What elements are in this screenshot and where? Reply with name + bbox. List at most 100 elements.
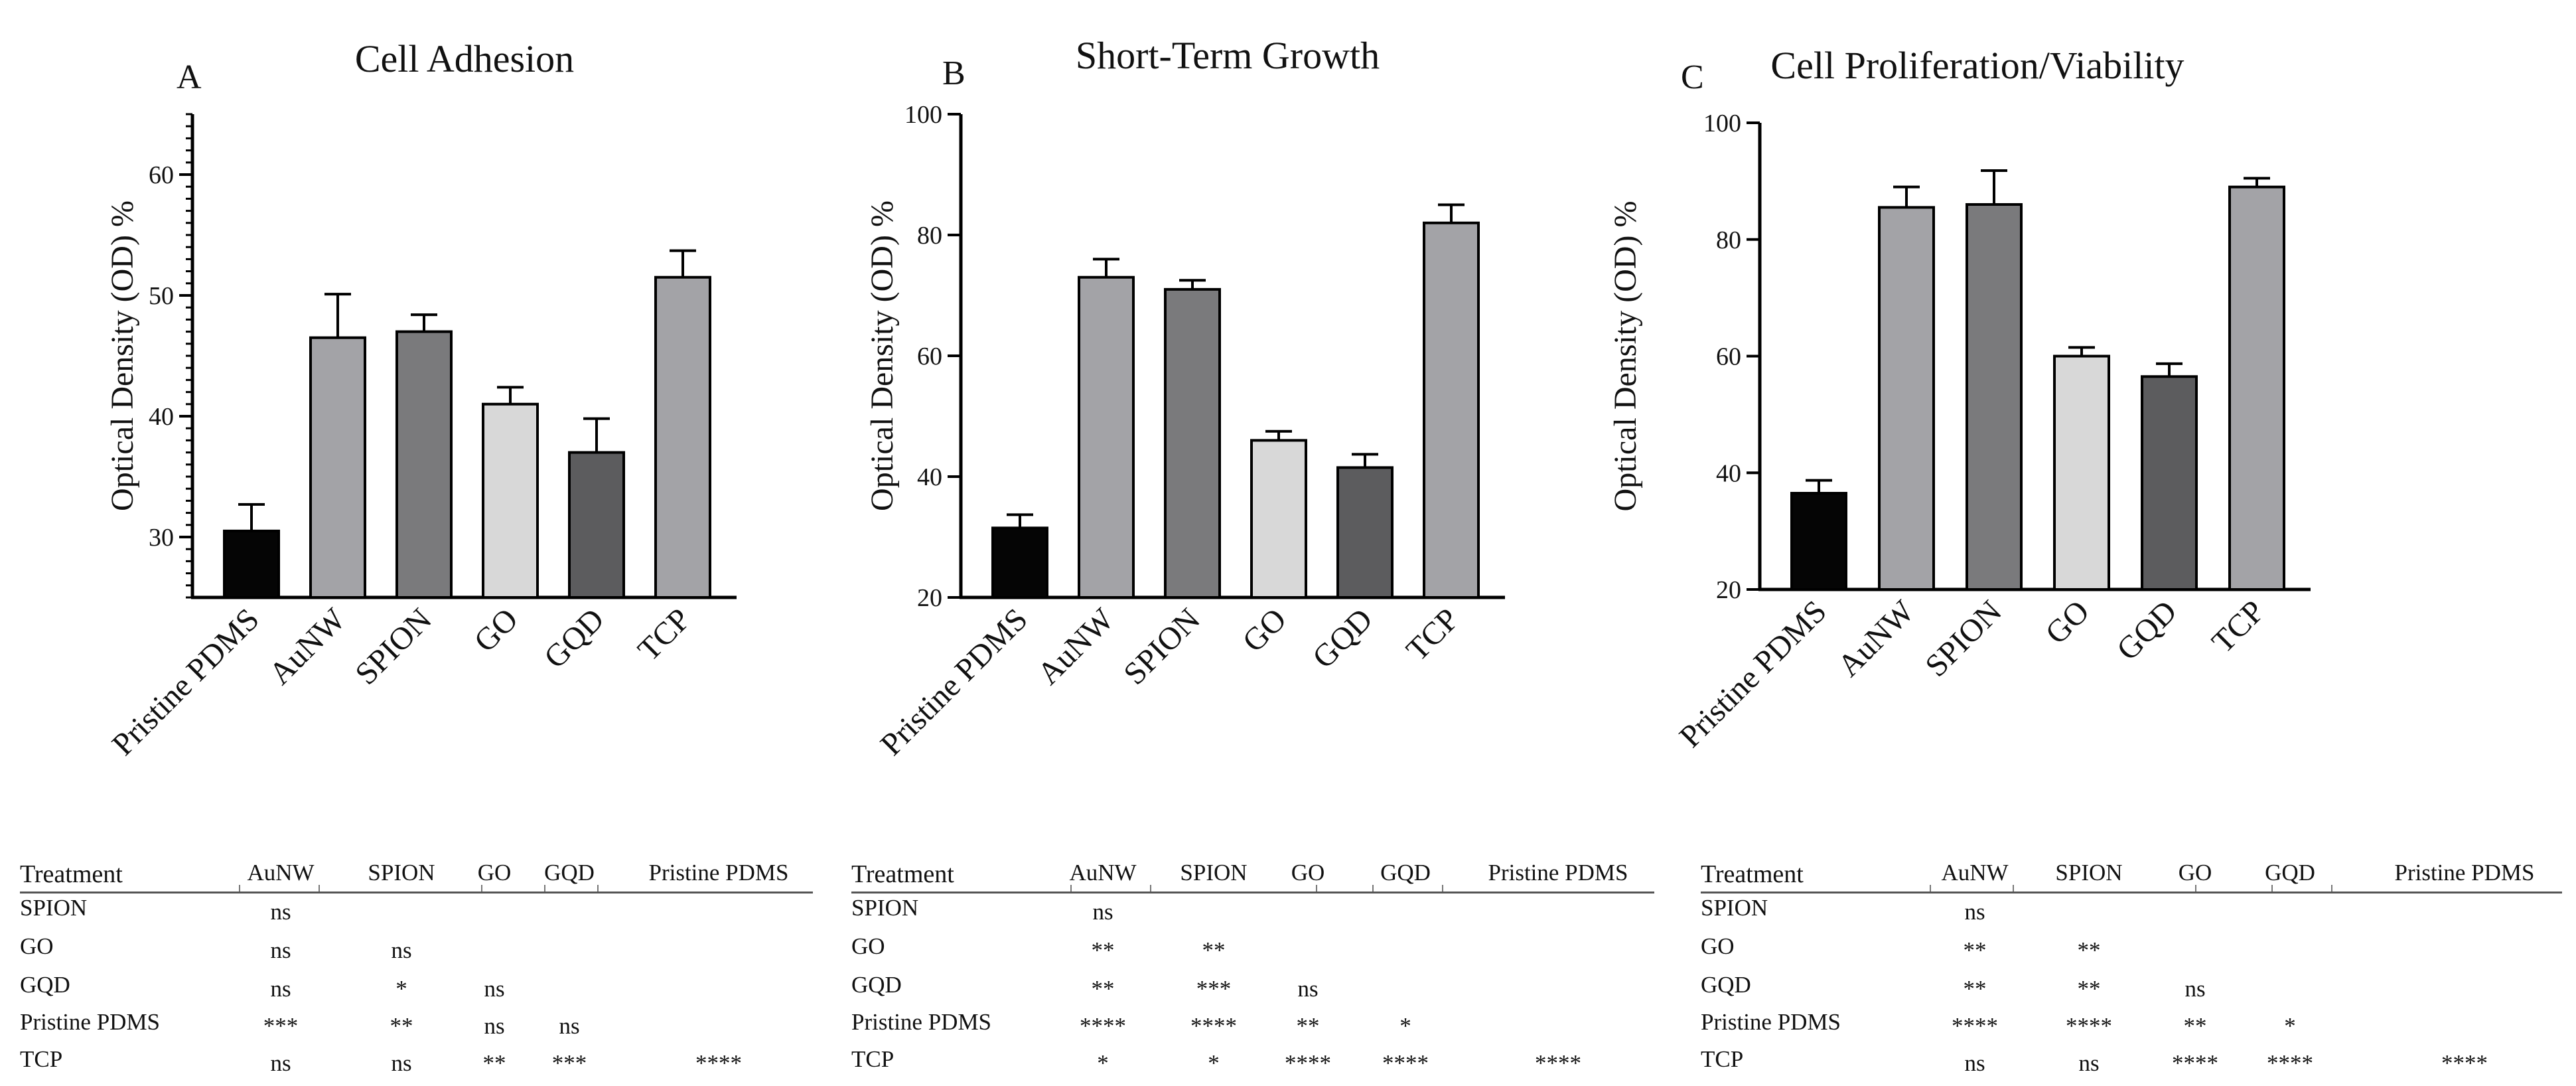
y-tick-label: 100 xyxy=(1703,110,1741,137)
table-cell: **** xyxy=(2066,1013,2112,1039)
bar-aunw xyxy=(309,336,366,599)
row-label: GQD xyxy=(851,972,902,998)
header-separator xyxy=(2195,885,2196,892)
header-cell: SPION xyxy=(2055,860,2123,886)
row-label: Pristine PDMS xyxy=(1701,1009,1841,1035)
bar-gqd xyxy=(1336,466,1394,599)
y-tick-label: 60 xyxy=(1716,343,1741,371)
table-header xyxy=(20,846,813,893)
header-separator xyxy=(2013,885,2014,892)
table-cell: **** xyxy=(1535,1050,1581,1076)
bar-tcp xyxy=(1423,221,1480,599)
table-cell: **** xyxy=(1285,1050,1331,1076)
table-cell: ** xyxy=(2077,937,2101,963)
table-cell: **** xyxy=(2172,1050,2218,1076)
x-tick-label: SPION xyxy=(1918,593,2009,684)
header-cell: GQD xyxy=(1380,860,1431,886)
header-separator xyxy=(481,885,482,892)
y-tick-label: 100 xyxy=(904,101,942,129)
header-cell: Treatment xyxy=(20,860,123,888)
table-cell: ns xyxy=(391,1050,412,1076)
y-tick-label: 60 xyxy=(917,343,942,370)
table-header xyxy=(1701,846,2562,893)
x-tick-label: Pristine PDMS xyxy=(874,601,1035,762)
table-cell: ** xyxy=(2183,1013,2207,1039)
bar-pristine-pdms xyxy=(223,529,280,599)
table-cell: ** xyxy=(1963,976,1987,1002)
row-label: TCP xyxy=(1701,1046,1744,1072)
table-cell: **** xyxy=(695,1050,742,1076)
header-cell: Pristine PDMS xyxy=(1488,860,1628,886)
x-tick-label: TCP xyxy=(2205,593,2271,660)
table-cell: ** xyxy=(1202,937,1226,963)
x-tick-label: TCP xyxy=(1399,601,1466,668)
table-cell: ns xyxy=(484,976,505,1002)
table-cell: ns xyxy=(1964,899,1985,925)
table-cell: ** xyxy=(1091,937,1115,963)
table-cell: ns xyxy=(391,937,412,963)
row-label: GQD xyxy=(1701,972,1751,998)
header-separator xyxy=(2271,885,2273,892)
bar-aunw xyxy=(1078,275,1135,599)
x-tick-label: AuNW xyxy=(1031,601,1121,692)
header-separator xyxy=(1316,885,1317,892)
header-separator xyxy=(1150,885,1151,892)
y-tick-label: 60 xyxy=(149,161,174,189)
table-cell: ns xyxy=(270,1050,291,1076)
header-separator xyxy=(1442,885,1443,892)
row-label: TCP xyxy=(851,1046,894,1072)
bar-pristine-pdms xyxy=(991,526,1048,599)
header-separator xyxy=(239,885,240,892)
table-cell: * xyxy=(1208,1050,1220,1076)
chart-title: Short-Term Growth xyxy=(1076,34,1380,77)
row-label: SPION xyxy=(1701,895,1768,921)
bar-go xyxy=(2053,354,2110,591)
y-tick-label: 30 xyxy=(149,524,174,552)
table-cell: * xyxy=(1097,1050,1109,1076)
chart-title: Cell Proliferation/Viability xyxy=(1770,44,2184,87)
y-tick-label: 40 xyxy=(149,403,174,431)
table-cell: ** xyxy=(2077,976,2101,1002)
x-tick-label: AuNW xyxy=(1831,593,1921,684)
y-axis-label: Optical Density (OD) % xyxy=(1608,201,1643,512)
table-cell: ** xyxy=(1091,976,1115,1002)
header-separator xyxy=(544,885,545,892)
table-cell: ** xyxy=(1963,937,1987,963)
y-tick-label: 80 xyxy=(1716,226,1741,254)
y-axis-label: Optical Density (OD) % xyxy=(865,200,900,511)
y-tick-label: 40 xyxy=(1716,459,1741,487)
header-cell: Treatment xyxy=(1701,860,1804,888)
panel-c: C Cell Proliferation/Viability Optical Den… xyxy=(1608,44,2311,754)
table-cell: *** xyxy=(263,1013,299,1039)
table-cell: ns xyxy=(2078,1050,2100,1076)
bar-go xyxy=(1250,439,1307,599)
significance-table-1: Treatment AuNW SPION GO GQD Pristine PDMS SPIO… xyxy=(20,846,813,1085)
table-cell: * xyxy=(2284,1013,2296,1039)
header-cell: Treatment xyxy=(851,860,954,888)
table-cell: ns xyxy=(2184,976,2206,1002)
header-cell: SPION xyxy=(368,860,435,886)
table-cell: ** xyxy=(1296,1013,1320,1039)
table-cell: * xyxy=(1399,1013,1411,1039)
y-tick-label: 20 xyxy=(917,584,942,612)
x-tick-label: Pristine PDMS xyxy=(106,601,266,762)
x-tick-label: SPION xyxy=(348,601,439,692)
table-cell: ns xyxy=(270,976,291,1002)
panel-letter: A xyxy=(177,58,202,96)
row-label: SPION xyxy=(20,895,88,921)
table-cell: ns xyxy=(270,899,291,925)
x-tick-label: GQD xyxy=(2110,593,2184,667)
header-cell: SPION xyxy=(1180,860,1248,886)
row-label: GO xyxy=(851,933,885,959)
header-separator xyxy=(319,885,320,892)
row-label: Pristine PDMS xyxy=(20,1009,161,1035)
x-tick-label: TCP xyxy=(631,601,697,668)
row-label: GO xyxy=(20,933,54,959)
table-cell: **** xyxy=(2441,1050,2488,1076)
row-label: GO xyxy=(1701,933,1735,959)
bar-gqd xyxy=(568,451,625,599)
header-separator xyxy=(1070,885,1072,892)
x-tick-label: GO xyxy=(467,601,524,659)
bar-spion xyxy=(1164,287,1221,599)
